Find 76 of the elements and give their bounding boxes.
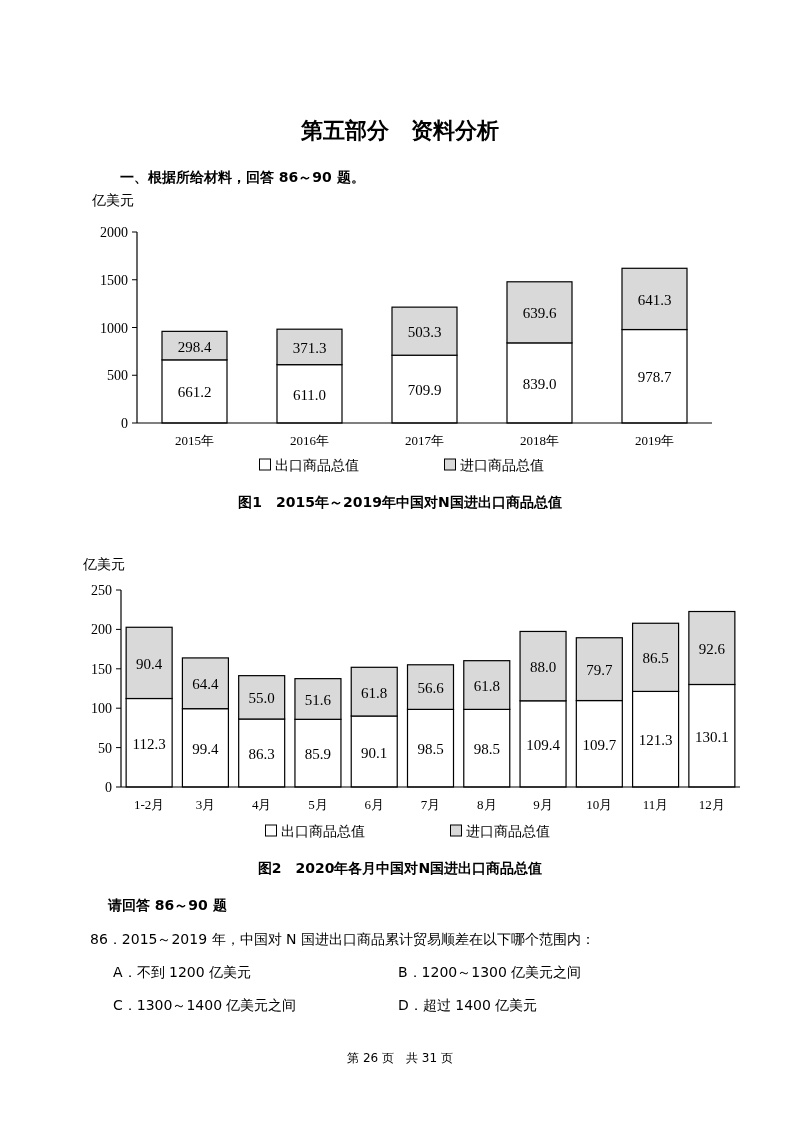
text: 第五部分 资料分析 bbox=[300, 118, 499, 143]
text: 图2 2020年各月中国对N国进出口商品总值 bbox=[257, 860, 543, 876]
x-tick-label: 2015年 bbox=[175, 433, 214, 448]
x-tick-label: 2016年 bbox=[290, 433, 329, 448]
data-label: 639.6 bbox=[522, 305, 557, 322]
text: D．超过 1400 亿美元 bbox=[398, 997, 538, 1013]
data-label: 839.0 bbox=[522, 375, 557, 392]
data-label: 86.5 bbox=[642, 650, 669, 667]
y-axis-title: 亿美元 bbox=[82, 556, 125, 572]
y-tick-label: 2000 bbox=[100, 225, 128, 240]
data-label: 88.0 bbox=[529, 659, 557, 676]
text: 第 26 页 共 31 页 bbox=[347, 1051, 453, 1065]
data-label: 112.3 bbox=[132, 735, 166, 752]
data-label: 61.8 bbox=[361, 684, 388, 701]
text: A．不到 1200 亿美元 bbox=[113, 964, 252, 980]
data-label: 109.7 bbox=[582, 736, 617, 753]
data-label: 55.0 bbox=[248, 690, 275, 707]
data-label: 56.6 bbox=[417, 680, 445, 697]
data-label: 90.4 bbox=[136, 655, 163, 672]
y-tick-label: 200 bbox=[91, 622, 112, 638]
x-tick-label: 4月 bbox=[251, 797, 272, 812]
text: 图1 2015年～2019年中国对N国进出口商品总值 bbox=[238, 494, 562, 510]
text: 86．2015～2019 年，中国对 N 国进出口商品累计贸易顺差在以下哪个范围内： bbox=[90, 931, 595, 947]
legend-label: 进口商品总值 bbox=[459, 457, 544, 473]
data-label: 130.1 bbox=[694, 728, 729, 745]
data-label: 641.3 bbox=[637, 291, 672, 308]
data-label: 611.0 bbox=[292, 386, 327, 403]
y-tick-label: 50 bbox=[98, 740, 112, 756]
data-label: 121.3 bbox=[638, 732, 673, 749]
data-label: 709.9 bbox=[407, 382, 442, 399]
x-tick-label: 8月 bbox=[477, 797, 497, 812]
data-label: 85.9 bbox=[304, 746, 332, 763]
data-label: 90.1 bbox=[361, 744, 388, 761]
y-tick-label: 250 bbox=[91, 583, 112, 598]
text: C．1300～1400 亿美元之间 bbox=[113, 997, 297, 1013]
data-label: 503.3 bbox=[407, 324, 442, 341]
data-label: 64.4 bbox=[192, 676, 220, 693]
y-tick-label: 1500 bbox=[100, 272, 128, 288]
data-label: 98.5 bbox=[473, 741, 500, 758]
y-tick-label: 500 bbox=[107, 368, 128, 384]
y-tick-label: 0 bbox=[105, 780, 112, 795]
data-label: 978.7 bbox=[637, 369, 672, 386]
y-tick-label: 100 bbox=[91, 701, 112, 717]
data-label: 61.8 bbox=[473, 678, 500, 695]
x-tick-label: 2018年 bbox=[520, 433, 559, 448]
x-tick-label: 10月 bbox=[586, 797, 613, 812]
y-tick-label: 150 bbox=[91, 661, 112, 677]
data-label: 371.3 bbox=[292, 339, 327, 356]
data-label: 79.7 bbox=[586, 662, 613, 679]
legend-label: 进口商品总值 bbox=[465, 823, 550, 839]
x-tick-label: 9月 bbox=[533, 797, 553, 812]
text: B．1200～1300 亿美元之间 bbox=[398, 964, 582, 980]
legend-label: 出口商品总值 bbox=[274, 457, 359, 473]
x-tick-label: 1-2月 bbox=[133, 797, 165, 812]
x-tick-label: 12月 bbox=[698, 797, 725, 812]
data-label: 298.4 bbox=[177, 338, 212, 355]
text: 请回答 86～90 题 bbox=[107, 897, 227, 913]
x-tick-label: 6月 bbox=[364, 797, 384, 812]
x-tick-label: 3月 bbox=[195, 797, 216, 812]
text: 一、根据所给材料，回答 86～90 题。 bbox=[120, 169, 365, 185]
data-label: 98.5 bbox=[417, 741, 444, 758]
y-axis-title: 亿美元 bbox=[91, 192, 134, 208]
data-label: 92.6 bbox=[698, 641, 726, 657]
data-label: 51.6 bbox=[304, 691, 332, 708]
data-label: 661.2 bbox=[177, 384, 212, 401]
data-label: 99.4 bbox=[192, 740, 220, 757]
x-tick-label: 11月 bbox=[642, 797, 669, 812]
legend-label: 出口商品总值 bbox=[280, 823, 365, 839]
x-tick-label: 2019年 bbox=[635, 433, 674, 448]
y-tick-label: 1000 bbox=[100, 320, 128, 336]
x-tick-label: 2017年 bbox=[405, 433, 444, 448]
data-label: 109.4 bbox=[526, 736, 561, 753]
data-label: 86.3 bbox=[248, 746, 275, 762]
y-tick-label: 0 bbox=[121, 416, 128, 431]
x-tick-label: 7月 bbox=[420, 797, 441, 812]
x-tick-label: 5月 bbox=[308, 797, 328, 812]
